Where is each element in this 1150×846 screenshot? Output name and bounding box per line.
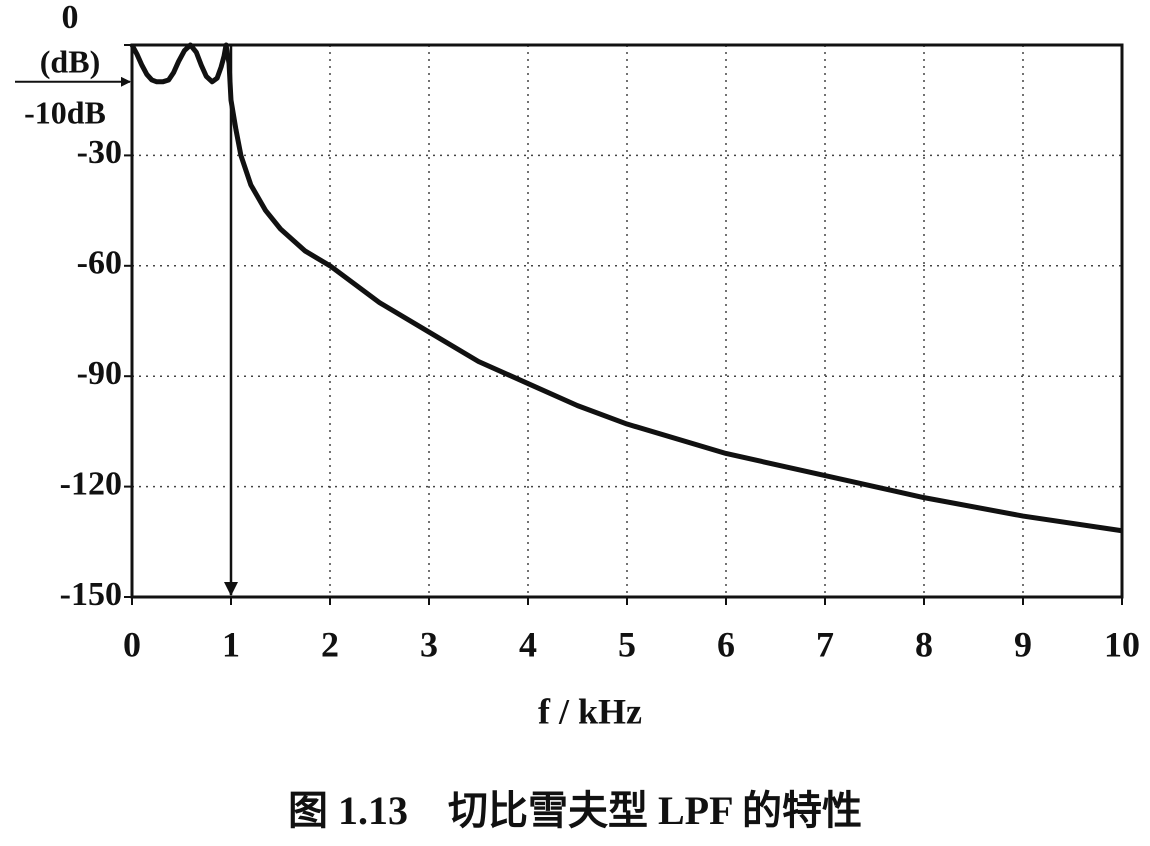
plot-frame xyxy=(130,43,1124,599)
x-tick-label: 7 xyxy=(816,624,834,664)
y-tick-label: -120 xyxy=(60,465,122,502)
x-axis-label: f / kHz xyxy=(538,691,642,731)
x-tick-label: 1 xyxy=(222,624,240,664)
x-tick-label: 10 xyxy=(1104,624,1140,664)
caption: 图 1.13 切比雪夫型 LPF 的特性 xyxy=(288,788,862,833)
x-tick-label: 9 xyxy=(1014,624,1032,664)
response-curve xyxy=(129,42,1123,534)
y-tick-label: -150 xyxy=(60,576,122,613)
x-tick-label: 8 xyxy=(915,624,933,664)
y-tick-label: -30 xyxy=(77,134,122,171)
x-tick-label: 4 xyxy=(519,624,537,664)
x-tick-label: 6 xyxy=(717,624,735,664)
y-tick-label: -90 xyxy=(77,355,122,392)
y-tick-label: 0 xyxy=(62,0,79,36)
y-tick-label: -60 xyxy=(77,245,122,282)
ripple-label: -10dB xyxy=(24,94,106,130)
x-tick-label: 5 xyxy=(618,624,636,664)
x-tick-label: 0 xyxy=(123,624,141,664)
x-tick-label: 2 xyxy=(321,624,339,664)
y-unit: (dB) xyxy=(40,43,100,79)
x-tick-label: 3 xyxy=(420,624,438,664)
